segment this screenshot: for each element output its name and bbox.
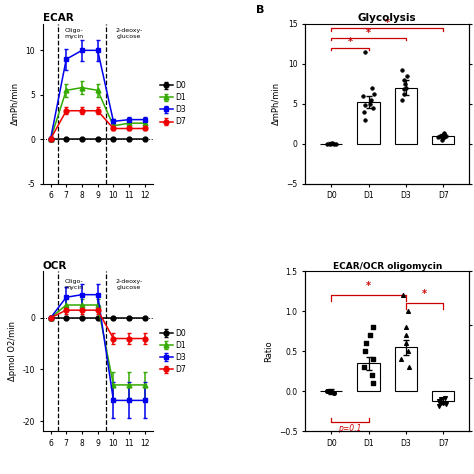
Text: *: * [366,282,371,292]
Point [442,401,450,408]
Point [366,100,374,108]
Point [367,96,374,103]
Point [440,130,448,138]
Point [405,308,412,315]
Point [436,397,443,405]
Bar [432,136,455,144]
Point [399,292,406,299]
Point [402,340,410,347]
Text: p=0.1: p=0.1 [338,424,362,433]
Point [436,400,443,407]
Point [328,388,336,396]
Point [397,356,405,363]
Point [369,380,376,387]
Point [369,104,376,111]
Bar [432,392,455,401]
Point [441,394,448,401]
Point [360,364,368,371]
Point [438,136,446,144]
Point [360,108,367,115]
Point [369,324,377,331]
Text: 2-deoxy-
glucose: 2-deoxy- glucose [116,28,143,39]
Point [368,84,376,91]
Bar [395,347,417,392]
Legend: D0, D1, D3, D7: D0, D1, D3, D7 [156,78,190,129]
Point [363,340,370,347]
Legend: D0, D1, D3, D7: D0, D1, D3, D7 [156,326,190,377]
Text: *: * [366,27,371,38]
Point [366,332,374,339]
Point [436,132,444,139]
Bar [395,88,417,144]
Point [401,80,409,87]
Text: *: * [385,18,390,28]
Point [403,72,411,80]
Point [333,140,340,147]
Point [330,140,337,147]
Point [324,388,332,395]
Bar [357,102,380,144]
Point [399,96,406,103]
Y-axis label: ΔmPh/min: ΔmPh/min [11,82,20,125]
Y-axis label: Δpmol O2/min: Δpmol O2/min [8,321,17,382]
Text: ECAR: ECAR [43,13,73,23]
Bar [357,364,380,392]
Point [330,389,337,397]
Point [369,372,376,379]
Text: Oligo-
mycin: Oligo- mycin [64,28,84,39]
Point [435,402,442,410]
Point [326,140,334,147]
Text: Oligo-
mycin: Oligo- mycin [64,279,84,290]
Point [361,116,368,123]
Point [325,387,333,394]
Point [434,133,442,141]
Point [370,90,378,98]
Point [400,76,407,83]
Point [402,84,410,91]
Text: B: B [256,5,264,15]
Point [402,332,410,339]
Point [361,101,369,109]
Title: ECAR/OCR oligomycin: ECAR/OCR oligomycin [333,262,442,271]
Point [438,396,445,403]
Point [439,399,447,406]
Point [324,140,331,147]
Point [328,139,336,147]
Point [323,388,330,395]
Y-axis label: Ratio: Ratio [264,341,273,362]
Point [402,324,410,331]
Text: *: * [422,290,427,300]
Point [398,66,406,74]
Point [400,90,408,98]
Point [400,85,407,93]
Point [443,133,450,140]
Point [362,48,369,55]
Point [439,134,447,142]
Point [405,347,412,355]
Point [359,92,367,100]
Text: 2-deoxy-
glucose: 2-deoxy- glucose [116,279,143,290]
Point [405,364,413,371]
Point [439,131,447,138]
Point [361,347,369,355]
Point [369,356,377,363]
Title: Glycolysis: Glycolysis [358,13,417,23]
Text: OCR: OCR [43,261,67,271]
Text: *: * [347,37,353,47]
Point [440,129,448,137]
Y-axis label: ΔmPh/min: ΔmPh/min [272,82,281,125]
